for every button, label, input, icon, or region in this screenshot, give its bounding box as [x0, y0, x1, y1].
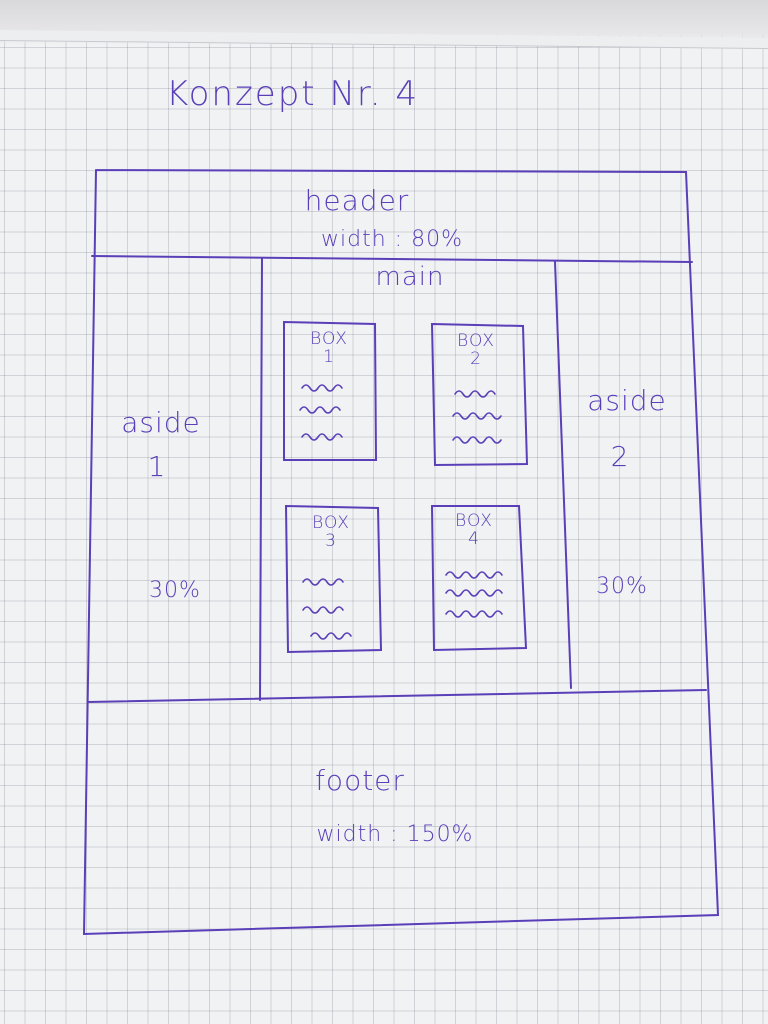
- box-2-label: BOX: [457, 331, 495, 351]
- aside1-width-note: 30%: [149, 578, 201, 603]
- box-1-scribbles: [299, 384, 343, 441]
- box-2-number: 2: [470, 349, 482, 369]
- aside1-number: 1: [147, 450, 167, 483]
- aside2-label: aside: [587, 384, 667, 417]
- box-3-label: BOX: [312, 513, 350, 533]
- box-1-number: 1: [323, 347, 335, 367]
- aside1-divider: [259, 257, 263, 701]
- outer-frame: [82, 169, 720, 936]
- box-4-scribbles: [445, 571, 503, 618]
- box-4-label: BOX: [455, 511, 493, 531]
- header-width-note: width : 80%: [321, 227, 463, 252]
- box-1-title: BOX 1: [310, 330, 348, 366]
- aside2-number: 2: [610, 440, 630, 473]
- box-3-number: 3: [325, 531, 337, 551]
- box-2-scribbles: [452, 390, 502, 444]
- aside2-width-note: 30%: [596, 574, 648, 599]
- box-2-title: BOX 2: [457, 332, 495, 368]
- box-3-scribbles: [302, 578, 352, 640]
- box-4-number: 4: [468, 529, 480, 549]
- box-2-outline: [430, 322, 529, 467]
- aside2-divider: [554, 261, 572, 689]
- box-4-outline: [430, 505, 528, 652]
- box-4-title: BOX 4: [455, 512, 493, 548]
- main-label: main: [375, 262, 445, 292]
- page-title: Konzept Nr. 4: [166, 74, 419, 114]
- box-3-outline: [284, 504, 383, 654]
- box-1-label: BOX: [310, 329, 348, 349]
- box-3-title: BOX 3: [312, 514, 350, 550]
- box-1-outline: [283, 320, 378, 461]
- footer-width-note: width : 150%: [316, 822, 474, 847]
- aside1-label: aside: [121, 406, 201, 439]
- header-divider: [91, 255, 693, 263]
- footer-divider: [87, 689, 707, 703]
- footer-label: footer: [315, 764, 405, 797]
- header-label: header: [304, 184, 410, 217]
